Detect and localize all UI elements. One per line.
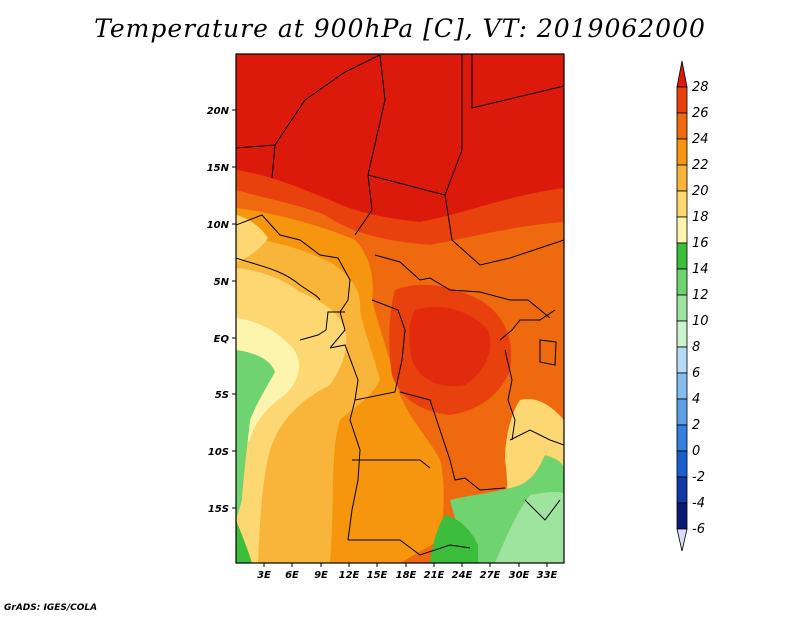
colorbar-label: 20: [692, 184, 709, 199]
colorbar-segment: [676, 476, 688, 504]
lat-label: 15N: [207, 163, 230, 174]
temperature-field: [236, 54, 564, 563]
colorbar-segment: [676, 346, 688, 374]
colorbar-segment: [676, 268, 688, 296]
colorbar-label: 24: [692, 132, 709, 147]
colorbar-segment: [676, 502, 688, 530]
lon-ticks: [263, 563, 548, 567]
colorbar-label: 6: [692, 366, 700, 381]
lat-label: 10S: [208, 447, 229, 458]
colorbar-labels: 28 26 24 22 20 18 16 14 12 10 8 6 4 2 0 …: [692, 80, 709, 537]
colorbar-segment: [676, 398, 688, 426]
colorbar-label: 4: [692, 392, 700, 407]
lat-labels: 20N 15N 10N 5N EQ 5S 10S 15S: [207, 106, 230, 515]
colorbar-label: 14: [692, 262, 709, 277]
colorbar-segment: [676, 450, 688, 478]
colorbar-label: 22: [692, 158, 709, 173]
lon-label: 15E: [367, 570, 388, 581]
lat-label: EQ: [214, 334, 230, 345]
grads-credit: GrADS: IGES/COLA: [4, 603, 98, 613]
lon-label: 21E: [424, 570, 445, 581]
colorbar-segment: [676, 216, 688, 244]
lon-label: 27E: [480, 570, 501, 581]
colorbar-segment: [676, 294, 688, 322]
colorbar-label: 2: [692, 418, 700, 433]
colorbar-label: 26: [692, 106, 709, 121]
colorbar-segment: [676, 372, 688, 400]
lat-label: 5S: [215, 390, 229, 401]
lon-label: 24E: [452, 570, 473, 581]
colorbar-label: 18: [692, 210, 709, 225]
lon-label: 30E: [509, 570, 530, 581]
colorbar-segment: [676, 86, 688, 114]
colorbar-segment: [676, 164, 688, 192]
lat-label: 5N: [214, 277, 230, 288]
colorbar-segment: [676, 320, 688, 348]
lat-ticks: [232, 109, 236, 509]
colorbar-label: 8: [692, 340, 700, 355]
lon-label: 6E: [285, 570, 299, 581]
map-title: Temperature at 900hPa [C], VT: 201906200…: [94, 14, 706, 43]
colorbar-segment: [676, 138, 688, 166]
colorbar-segment: [676, 242, 688, 270]
lat-label: 20N: [207, 106, 230, 117]
colorbar-arrow-bottom: [676, 528, 688, 552]
lon-label: 33E: [537, 570, 558, 581]
colorbar-segment: [676, 190, 688, 218]
colorbar: [676, 60, 688, 552]
lon-label: 18E: [396, 570, 417, 581]
colorbar-label: -2: [692, 470, 705, 485]
lat-label: 15S: [208, 504, 229, 515]
colorbar-label: 12: [692, 288, 709, 303]
lon-label: 3E: [257, 570, 271, 581]
lon-labels: 3E 6E 9E 12E 15E 18E 21E 24E 27E 30E 33E: [257, 570, 557, 581]
map-frame: [235, 53, 565, 564]
colorbar-label: -4: [692, 496, 705, 511]
colorbar-arrow-top: [676, 60, 688, 88]
colorbar-segment: [676, 112, 688, 140]
colorbar-label: 28: [692, 80, 709, 95]
colorbar-segment: [676, 424, 688, 452]
lon-label: 12E: [339, 570, 360, 581]
colorbar-label: -6: [692, 522, 705, 537]
lon-label: 9E: [314, 570, 328, 581]
colorbar-label: 0: [692, 444, 700, 459]
country-borders: [236, 54, 564, 556]
lat-label: 10N: [207, 220, 230, 231]
colorbar-label: 16: [692, 236, 709, 251]
colorbar-label: 10: [692, 314, 709, 329]
